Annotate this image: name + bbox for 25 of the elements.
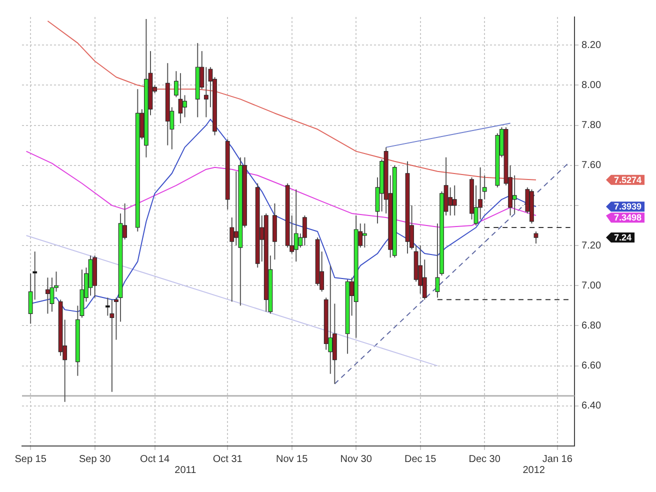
text: 2011 xyxy=(174,464,197,476)
y-tick-label: 7.00 xyxy=(582,280,602,292)
y-tick-label: 6.80 xyxy=(582,320,602,332)
y-tick-label: 7.20 xyxy=(582,240,602,252)
text: 7.24 xyxy=(614,232,632,242)
text: 7.5274 xyxy=(614,174,642,185)
y-tick-label: 7.60 xyxy=(582,160,602,172)
y-tick-label: 6.60 xyxy=(582,360,602,372)
text: 7.3498 xyxy=(614,212,642,223)
x-tick-label: Oct 31 xyxy=(212,454,243,465)
y-tick-label: 8.00 xyxy=(582,80,602,91)
candlestick xyxy=(302,214,307,246)
x-tick-label: Oct 14 xyxy=(140,454,170,465)
text: 2012 xyxy=(522,464,546,476)
y-tick-label: 8.20 xyxy=(582,40,602,51)
x-tick-label: Dec 15 xyxy=(404,454,437,465)
text: 7.3939 xyxy=(614,202,642,212)
x-tick-label: Nov 30 xyxy=(340,454,372,465)
x-tick-label: Nov 15 xyxy=(276,454,308,465)
y-tick-label: 7.80 xyxy=(582,120,602,131)
x-tick-label: Sep 15 xyxy=(14,454,47,465)
x-tick-label: Jan 16 xyxy=(542,454,573,465)
x-tick-label: Dec 30 xyxy=(468,454,501,465)
y-tick-label: 6.40 xyxy=(582,400,602,412)
x-tick-label: Sep 30 xyxy=(78,454,112,465)
